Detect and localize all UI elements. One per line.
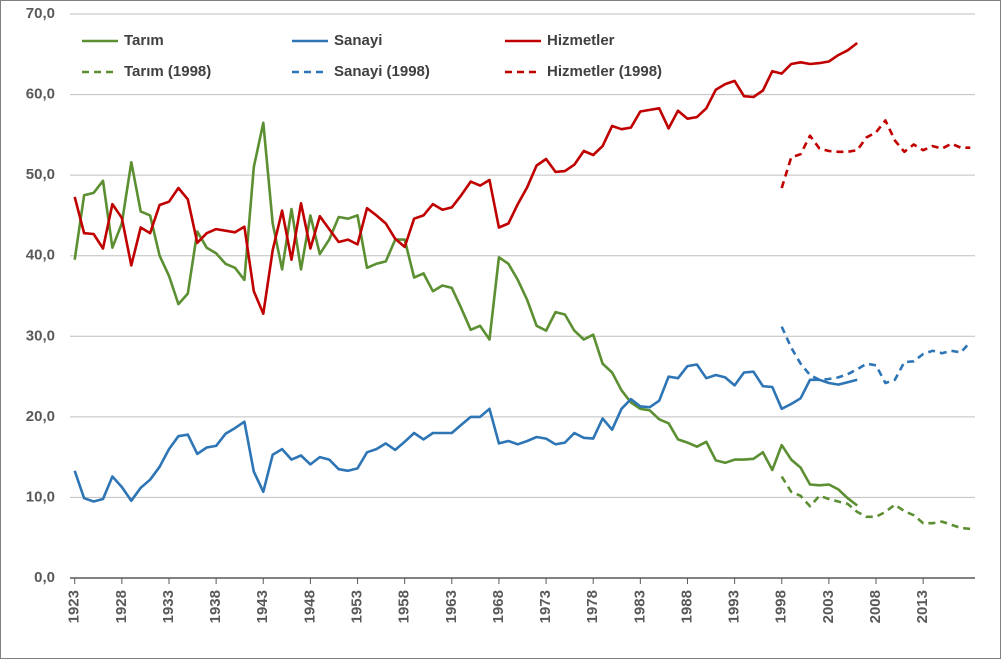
x-tick-label: 1943 bbox=[254, 590, 271, 623]
x-tick-label: 2008 bbox=[867, 590, 884, 623]
x-tick-label: 1998 bbox=[773, 590, 790, 623]
y-tick-label: 50,0 bbox=[26, 166, 55, 183]
x-tick-label: 1948 bbox=[301, 590, 318, 623]
legend-label: Tarım (1998) bbox=[124, 63, 211, 80]
series-line bbox=[73, 363, 858, 503]
y-tick-label: 40,0 bbox=[26, 247, 55, 264]
x-tick-label: 1958 bbox=[396, 590, 413, 623]
legend-label: Hizmetler bbox=[547, 32, 615, 49]
x-tick-label: 1993 bbox=[726, 590, 743, 623]
x-tick-label: 2003 bbox=[820, 590, 837, 623]
y-tick-label: 30,0 bbox=[26, 327, 55, 344]
legend-label: Sanayi bbox=[334, 32, 382, 49]
y-tick-label: 10,0 bbox=[26, 488, 55, 505]
x-tick-label: 1928 bbox=[113, 590, 130, 623]
x-tick-label: 2013 bbox=[914, 590, 931, 623]
x-tick-label: 1968 bbox=[490, 590, 507, 623]
x-tick-label: 1953 bbox=[348, 590, 365, 623]
x-tick-label: 1923 bbox=[66, 590, 83, 623]
legend-label: Sanayi (1998) bbox=[334, 63, 430, 80]
x-tick-label: 1963 bbox=[443, 590, 460, 623]
series-line bbox=[73, 121, 858, 507]
x-tick-label: 1973 bbox=[537, 590, 554, 623]
x-tick-label: 1983 bbox=[631, 590, 648, 623]
series-line bbox=[73, 41, 858, 315]
legend-label: Tarım bbox=[124, 32, 164, 49]
y-tick-label: 20,0 bbox=[26, 408, 55, 425]
y-tick-label: 0,0 bbox=[34, 569, 55, 586]
legend-label: Hizmetler (1998) bbox=[547, 63, 662, 80]
x-tick-label: 1988 bbox=[678, 590, 695, 623]
x-tick-label: 1933 bbox=[160, 590, 177, 623]
x-tick-label: 1938 bbox=[207, 590, 224, 623]
y-tick-label: 70,0 bbox=[26, 5, 55, 22]
x-tick-label: 1978 bbox=[584, 590, 601, 623]
y-tick-label: 60,0 bbox=[26, 86, 55, 103]
